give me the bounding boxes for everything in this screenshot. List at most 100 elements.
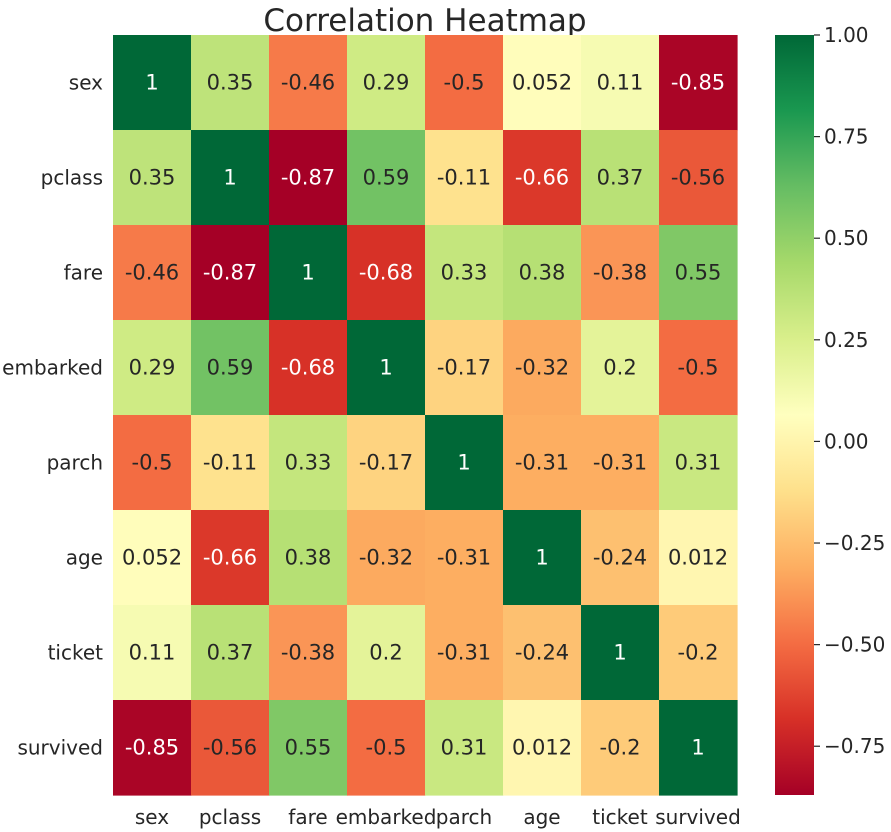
cell-annotation-age-embarked: -0.32 <box>359 546 413 570</box>
heatmap-cell-fare-parch <box>425 225 504 321</box>
heatmap-cell-embarked-age <box>503 320 582 416</box>
cell-annotation-age-ticket: -0.24 <box>593 546 647 570</box>
cell-annotation-embarked-survived: -0.5 <box>678 356 719 380</box>
heatmap-cell-age-ticket <box>581 510 660 606</box>
y-tick-label-embarked: embarked <box>2 356 103 380</box>
cell-annotation-pclass-pclass: 1 <box>223 166 236 190</box>
cell-annotation-parch-parch: 1 <box>457 451 470 475</box>
heatmap-cell-ticket-ticket <box>581 605 660 701</box>
cell-annotation-sex-age: 0.052 <box>512 71 572 95</box>
cell-annotation-fare-sex: -0.46 <box>125 261 179 285</box>
heatmap-cell-sex-age <box>503 35 582 131</box>
cell-annotation-age-pclass: -0.66 <box>203 546 257 570</box>
cell-annotation-fare-survived: 0.55 <box>675 261 722 285</box>
heatmap-cell-pclass-fare <box>269 130 348 226</box>
cell-annotation-pclass-ticket: 0.37 <box>597 166 644 190</box>
cell-annotation-fare-embarked: -0.68 <box>359 261 413 285</box>
heatmap-cell-age-age <box>503 510 582 606</box>
heatmap-cell-survived-embarked <box>347 700 426 796</box>
cell-annotation-embarked-pclass: 0.59 <box>207 356 254 380</box>
cell-annotation-pclass-embarked: 0.59 <box>363 166 410 190</box>
heatmap-cell-embarked-embarked <box>347 320 426 416</box>
heatmap-cell-pclass-sex <box>113 130 192 226</box>
heatmap-cell-ticket-fare <box>269 605 348 701</box>
heatmap-cell-ticket-survived <box>659 605 738 701</box>
cell-annotation-ticket-fare: -0.38 <box>281 641 335 665</box>
cell-annotation-fare-age: 0.38 <box>519 261 566 285</box>
heatmap-cell-parch-fare <box>269 415 348 511</box>
heatmap-cell-sex-parch <box>425 35 504 131</box>
heatmap-cell-sex-fare <box>269 35 348 131</box>
cell-annotation-age-age: 1 <box>535 546 548 570</box>
heatmap-cell-embarked-pclass <box>191 320 270 416</box>
heatmap-cell-pclass-pclass <box>191 130 270 226</box>
cell-annotation-survived-embarked: -0.5 <box>366 736 407 760</box>
heatmap-cell-fare-pclass <box>191 225 270 321</box>
cell-annotation-embarked-sex: 0.29 <box>129 356 176 380</box>
cell-annotation-parch-fare: 0.33 <box>285 451 332 475</box>
x-tick-label-sex: sex <box>135 805 169 829</box>
cell-annotation-survived-survived: 1 <box>691 736 704 760</box>
heatmap-cell-survived-survived <box>659 700 738 796</box>
y-tick-label-pclass: pclass <box>41 166 103 190</box>
heatmap-cell-fare-fare <box>269 225 348 321</box>
cell-annotation-parch-embarked: -0.17 <box>359 451 413 475</box>
cell-annotation-sex-pclass: 0.35 <box>207 71 254 95</box>
cell-annotation-parch-survived: 0.31 <box>675 451 722 475</box>
heatmap-cell-age-parch <box>425 510 504 606</box>
x-tick-label-parch: parch <box>436 805 492 829</box>
cell-annotation-parch-age: -0.31 <box>515 451 569 475</box>
heatmap-cell-survived-pclass <box>191 700 270 796</box>
y-tick-label-sex: sex <box>69 71 103 95</box>
cell-annotation-age-fare: 0.38 <box>285 546 332 570</box>
cell-annotation-fare-parch: 0.33 <box>441 261 488 285</box>
cell-annotation-embarked-parch: -0.17 <box>437 356 491 380</box>
cell-annotation-pclass-age: -0.66 <box>515 166 569 190</box>
cell-annotation-pclass-sex: 0.35 <box>129 166 176 190</box>
heatmap-cell-pclass-ticket <box>581 130 660 226</box>
heatmap-cell-pclass-age <box>503 130 582 226</box>
cell-annotation-survived-fare: 0.55 <box>285 736 332 760</box>
heatmap-cell-fare-age <box>503 225 582 321</box>
heatmap-cell-embarked-sex <box>113 320 192 416</box>
heatmap-cell-sex-ticket <box>581 35 660 131</box>
cell-annotation-sex-embarked: 0.29 <box>363 71 410 95</box>
cell-annotation-ticket-embarked: 0.2 <box>369 641 402 665</box>
colorbar-tick-label: −0.25 <box>824 531 885 555</box>
y-tick-label-survived: survived <box>17 736 103 760</box>
heatmap-cell-fare-sex <box>113 225 192 321</box>
cell-annotation-survived-parch: 0.31 <box>441 736 488 760</box>
cell-annotation-survived-ticket: -0.2 <box>600 736 641 760</box>
heatmap-cell-pclass-survived <box>659 130 738 226</box>
heatmap-annotations: 1 0.35 -0.46 0.29 -0.5 0.052 0.11 -0.85 0.35 1 -0.… <box>122 71 728 760</box>
heatmap-cell-fare-embarked <box>347 225 426 321</box>
cell-annotation-age-sex: 0.052 <box>122 546 182 570</box>
cell-annotation-age-survived: 0.012 <box>668 546 728 570</box>
heatmap-cell-embarked-survived <box>659 320 738 416</box>
heatmap-cell-sex-survived <box>659 35 738 131</box>
cell-annotation-ticket-ticket: 1 <box>613 641 626 665</box>
heatmap-cell-ticket-parch <box>425 605 504 701</box>
cell-annotation-sex-ticket: 0.11 <box>597 71 644 95</box>
colorbar-tick-label: −0.75 <box>824 734 885 758</box>
colorbar-tick-label: 1.00 <box>824 23 869 47</box>
x-tick-label-embarked: embarked <box>336 805 437 829</box>
heatmap-cell-parch-pclass <box>191 415 270 511</box>
cell-annotation-pclass-survived: -0.56 <box>671 166 725 190</box>
cell-annotation-parch-sex: -0.5 <box>132 451 173 475</box>
cell-annotation-fare-ticket: -0.38 <box>593 261 647 285</box>
cell-annotation-embarked-fare: -0.68 <box>281 356 335 380</box>
cell-annotation-parch-ticket: -0.31 <box>593 451 647 475</box>
heatmap-cell-fare-survived <box>659 225 738 321</box>
cell-annotation-ticket-pclass: 0.37 <box>207 641 254 665</box>
x-tick-label-survived: survived <box>655 805 741 829</box>
colorbar-tick-label: −0.50 <box>824 633 885 657</box>
y-tick-label-ticket: ticket <box>48 641 104 665</box>
cell-annotation-embarked-age: -0.32 <box>515 356 569 380</box>
x-tick-labels: sex pclass fare embarked parch age ticket survi… <box>135 805 741 829</box>
y-tick-labels: sex pclass fare embarked parch age ticket survi… <box>2 71 103 760</box>
colorbar-tick-label: 0.25 <box>824 328 869 352</box>
cell-annotation-sex-parch: -0.5 <box>444 71 485 95</box>
cell-annotation-ticket-survived: -0.2 <box>678 641 719 665</box>
